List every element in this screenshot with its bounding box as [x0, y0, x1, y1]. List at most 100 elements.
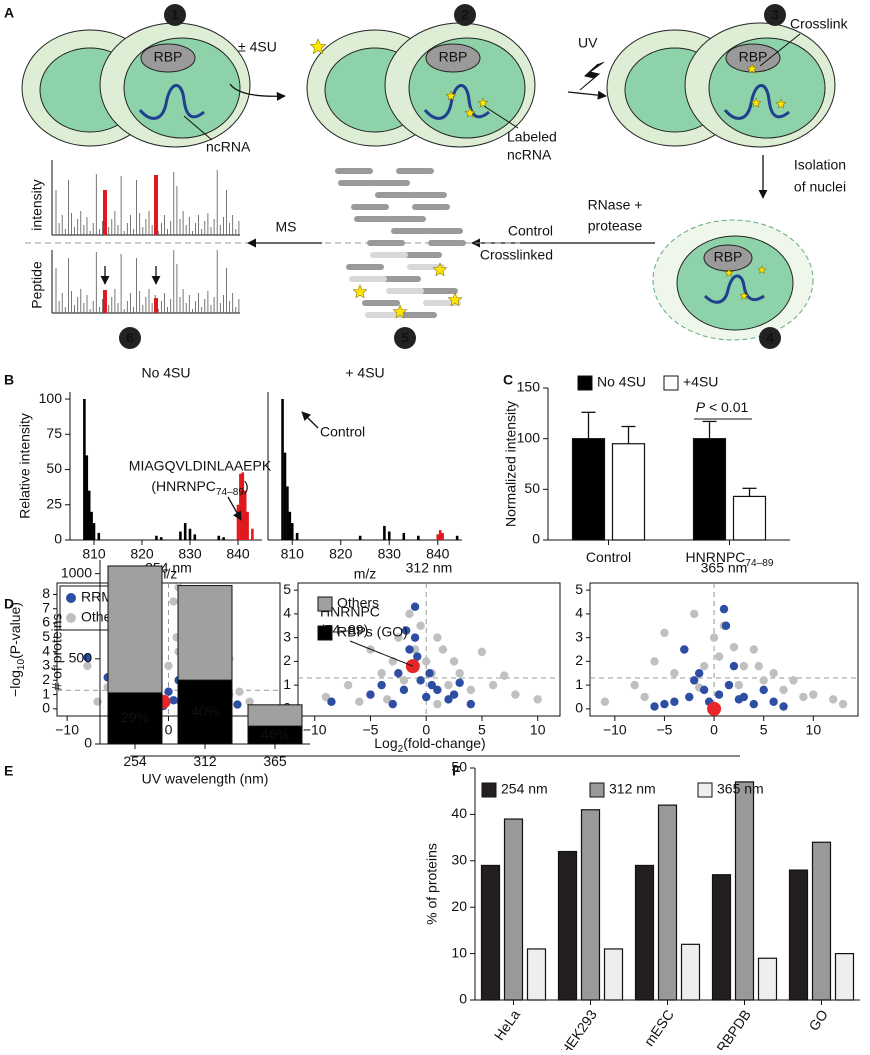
bar — [526, 948, 547, 1001]
x-tick-label: HNRNPC74–89 — [686, 549, 774, 569]
rna-fragment — [391, 228, 429, 234]
ncrna-label: ncRNA — [206, 139, 251, 155]
intensity-label: intensity — [29, 179, 45, 230]
point — [714, 652, 724, 661]
point — [433, 633, 442, 642]
label-star — [746, 63, 758, 74]
point — [399, 676, 409, 685]
digestion-label: protease — [588, 218, 643, 234]
legend-swatch — [317, 625, 333, 641]
bar — [611, 443, 646, 541]
legend-marker — [66, 593, 76, 603]
step-marker — [394, 327, 416, 349]
rbp-label: RBP — [714, 249, 743, 265]
rna-fragment — [370, 252, 408, 258]
crosslinked-label: Crosslinked — [480, 247, 553, 263]
point — [405, 645, 414, 654]
bar — [657, 804, 678, 1001]
bar-segment — [177, 585, 233, 681]
bar — [571, 438, 606, 541]
control-label: Control — [508, 223, 553, 239]
x-tick-label: 810 — [281, 546, 305, 562]
bar — [480, 864, 501, 1001]
point — [650, 657, 659, 666]
point — [709, 633, 719, 642]
bar — [811, 841, 832, 1001]
rbp-label: RBP — [439, 49, 468, 65]
legend-label: RBPs (GO) — [337, 624, 408, 640]
y-tick-label: 1000 — [61, 564, 92, 580]
plot-frame — [589, 582, 859, 717]
step-number: 4 — [766, 330, 774, 346]
x-tick-label: 810 — [82, 546, 106, 562]
rna-fragment — [375, 192, 413, 198]
point — [749, 699, 758, 709]
subscript: 2 — [398, 744, 404, 755]
point — [734, 680, 744, 690]
x-tick-label: HeLa — [491, 1006, 523, 1043]
x-tick-label: 0 — [165, 722, 173, 738]
point — [734, 695, 744, 704]
x-tick-label: 0 — [710, 722, 718, 738]
rna-fragment — [396, 168, 434, 174]
y-tick-label: 4 — [283, 605, 291, 621]
point — [477, 647, 487, 657]
point — [433, 699, 442, 709]
point — [799, 692, 808, 702]
legend-label: RRM — [81, 589, 113, 605]
bar — [734, 781, 755, 1001]
text-part: P — [696, 399, 706, 415]
bar-annotation: 46% — [261, 726, 289, 742]
rna-fragment — [386, 288, 424, 294]
text-part: 312 — [193, 753, 217, 769]
y-tick-label: 75 — [46, 425, 62, 441]
point — [416, 621, 425, 630]
point — [660, 699, 669, 709]
point — [455, 669, 464, 678]
highlight-point — [707, 701, 722, 716]
point — [245, 697, 254, 706]
legend-swatch — [663, 375, 679, 391]
point — [828, 695, 838, 704]
error-bar — [702, 420, 717, 439]
y-tick-label: 25 — [46, 495, 62, 511]
point — [388, 699, 397, 709]
x-tick-label: 10 — [806, 722, 822, 738]
annotation: (HNRNPC74–89) — [151, 478, 248, 498]
bar — [634, 864, 655, 1001]
point — [769, 697, 778, 706]
bar — [692, 438, 727, 541]
point — [433, 685, 442, 695]
bar — [732, 495, 767, 541]
step-marker — [119, 327, 141, 349]
y-tick-label: 0 — [532, 531, 540, 547]
isolation-label: Isolation — [794, 157, 846, 173]
panel-letter: F — [452, 763, 461, 779]
pointer — [183, 115, 213, 141]
legend-swatch — [577, 375, 593, 391]
point — [405, 609, 414, 619]
y-tick-label: 30 — [451, 852, 467, 868]
point — [382, 695, 392, 704]
legend-label: +4SU — [683, 374, 718, 390]
point — [769, 669, 778, 678]
point — [164, 687, 173, 696]
step-number: 3 — [771, 7, 779, 23]
bar-segment — [107, 692, 163, 745]
legend-swatch — [697, 782, 713, 798]
text-part: −log — [7, 670, 23, 697]
point — [416, 676, 425, 685]
step-marker — [454, 4, 476, 26]
bar-segment — [247, 704, 303, 727]
y-tick-label: 10 — [451, 944, 467, 960]
annotation: MIAGQVLDINLAAEPK — [129, 458, 272, 474]
y-tick-label: 5 — [575, 581, 583, 597]
point — [343, 680, 353, 690]
point — [427, 680, 436, 690]
x-tick-label: 840 — [226, 546, 250, 562]
annotation: HNRNPC — [320, 604, 380, 620]
point — [321, 692, 331, 702]
y-tick-label: 0 — [575, 700, 583, 716]
x-tick-label: 830 — [178, 546, 202, 562]
point — [410, 602, 420, 611]
